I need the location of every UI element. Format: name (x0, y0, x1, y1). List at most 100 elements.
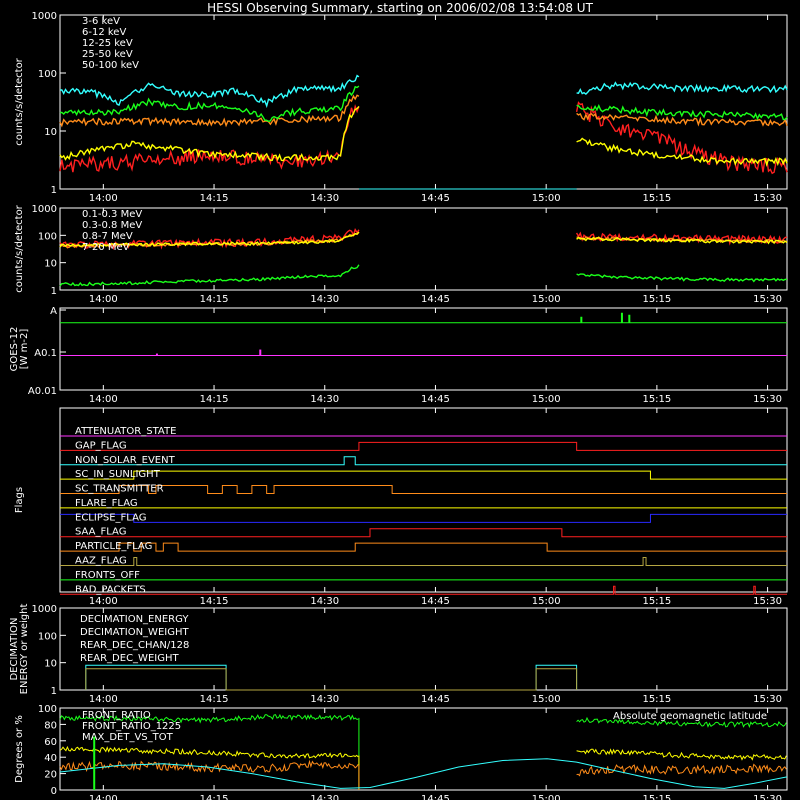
flag-label: FLARE_FLAG (75, 498, 138, 509)
lightcurve-low-series-line (59, 101, 788, 175)
lightcurve-low-frame (59, 14, 788, 190)
lightcurve-low-series-line (59, 106, 788, 168)
lightcurve-low-legend-item: 50-100 keV (82, 60, 139, 71)
ratios-legend-item: FRONT_RATIO (82, 710, 151, 721)
decimation-ytick-label: 1000 (32, 604, 57, 615)
flag-label: SAA_FLAG (75, 527, 126, 538)
lightcurve-high-xtick-label: 15:30 (753, 294, 782, 305)
decimation-ytick-label: 1 (51, 686, 57, 697)
lightcurve-high-ytick-label: 1000 (32, 204, 57, 215)
flags-panel: 14:00 14:15 14:30 14:45 15:00 15:15 15:30 Flags… (14, 407, 788, 607)
lightcurve-low-series-line (59, 74, 788, 109)
goes-xtick-label: 15:15 (642, 394, 671, 405)
flags-xtick-label: 15:15 (642, 596, 671, 607)
flag-line (60, 528, 787, 538)
lightcurve-high-xtick-label: 15:15 (642, 294, 671, 305)
lightcurve-low-legend-item: 25-50 keV (82, 49, 133, 60)
ratios-xtick-label: 14:30 (310, 794, 339, 800)
lightcurve-low-ytick-label: 1000 (32, 11, 57, 22)
decimation-legend-item: REAR_DEC_CHAN/128 (80, 640, 189, 651)
decimation-ytick-label: 100 (38, 631, 57, 642)
ratios-ytick-label: 80 (44, 720, 57, 731)
goes-panel: 14:00 14:15 14:30 14:45 15:00 15:15 15:30 A0.01… (9, 306, 788, 405)
flags-xtick-label: 14:30 (310, 596, 339, 607)
decimation-xtick-label: 15:30 (753, 694, 782, 705)
ratios-ytick-label: 0 (51, 786, 57, 797)
lightcurve-low-xtick-label: 15:00 (532, 193, 561, 204)
flag-line (60, 542, 787, 552)
lightcurve-high-xtick-label: 14:45 (421, 294, 450, 305)
lightcurve-low-legend-item: 3-6 keV (82, 16, 120, 27)
decimation-xtick-label: 14:45 (421, 694, 450, 705)
lightcurve-high-legend-item: 7-20 MeV (82, 242, 130, 253)
decimation-legend-item: REAR_DEC_WEIGHT (80, 653, 179, 664)
ratios-series-line (59, 759, 787, 790)
ratios-spike (93, 736, 96, 790)
flags-xtick-label: 14:00 (89, 596, 118, 607)
flag-label: NON_SOLAR_EVENT (75, 455, 176, 466)
lightcurve-high-frame (59, 207, 788, 291)
goes-xtick-label: 15:30 (753, 394, 782, 405)
lightcurve-low-panel: 14:00 14:15 14:30 14:45 15:00 15:15 15:30 1 10 10… (14, 11, 788, 204)
goes-xtick-label: 14:30 (310, 394, 339, 405)
ratios-ytick-label: 60 (44, 737, 57, 748)
lightcurve-low-series-line (59, 94, 788, 128)
lightcurve-high-xtick-label: 14:00 (89, 294, 118, 305)
flags-ylabel: Flags (14, 487, 25, 513)
flag-label: PARTICLE_FLAG (75, 541, 152, 552)
flags-xtick-label: 14:15 (200, 596, 229, 607)
lightcurve-high-xtick-label: 14:15 (200, 294, 229, 305)
ratios-xtick-label: 14:00 (89, 794, 118, 800)
goes-ytick-label: A0.01 (28, 386, 57, 397)
flag-line (60, 441, 787, 451)
flag-line (60, 470, 787, 480)
lightcurve-high-legend-item: 0.8-7 MeV (82, 231, 133, 242)
ratios-ytick-label: 100 (38, 704, 57, 715)
ratios-xtick-label: 15:30 (753, 794, 782, 800)
ratios-legend-item: FRONT_RATIO_1225 (82, 721, 181, 732)
lightcurve-low-ytick-label: 100 (38, 69, 57, 80)
decimation-xtick-label: 14:15 (200, 694, 229, 705)
lightcurve-low-xtick-label: 14:45 (421, 193, 450, 204)
ratios-ytick-label: 20 (44, 770, 57, 781)
goes-ylabel: GOES-12[W m-2] (9, 327, 30, 372)
flag-label: ECLIPSE_FLAG (75, 512, 146, 523)
ratios-xtick-label: 14:15 (200, 794, 229, 800)
lightcurve-low-xtick-label: 14:00 (89, 193, 118, 204)
lightcurve-low-series-line (59, 85, 788, 123)
lightcurve-low-ylabel: counts/s/detector (14, 57, 25, 145)
flag-line (60, 513, 787, 523)
page-title: HESSI Observing Summary, starting on 200… (207, 1, 593, 15)
flag-line (60, 585, 787, 595)
flags-xtick-label: 15:00 (532, 596, 561, 607)
flags-xtick-label: 15:30 (753, 596, 782, 607)
goes-ytick-label: A (50, 306, 57, 317)
lightcurve-low-ytick-label: 1 (51, 185, 57, 196)
decimation-xtick-label: 14:30 (310, 694, 339, 705)
lightcurve-high-ytick-label: 10 (44, 259, 57, 270)
ratios-panel: 14:00 14:15 14:30 14:45 15:00 15:15 15:30 0 20 40… (14, 704, 788, 800)
flag-label: BAD_PACKETS (75, 584, 146, 595)
decimation-series-line (85, 668, 578, 691)
lightcurve-high-ytick-label: 1 (51, 286, 57, 297)
lightcurve-high-ylabel: counts/s/detector (14, 204, 25, 292)
decimation-xtick-label: 14:00 (89, 694, 118, 705)
goes-spike (620, 312, 623, 323)
flag-line (60, 485, 787, 495)
goes-ytick-label: A0.1 (34, 348, 57, 359)
decimation-ylabel: DECIMATIONENERGY or weight (9, 604, 30, 695)
ratios-series-line (59, 758, 788, 789)
lightcurve-low-xtick-label: 15:15 (642, 193, 671, 204)
ratios-ytick-label: 40 (44, 753, 57, 764)
lightcurve-low-legend-item: 12-25 keV (82, 38, 133, 49)
decimation-legend-item: DECIMATION_ENERGY (80, 614, 189, 625)
decimation-legend-item: DECIMATION_WEIGHT (80, 627, 189, 638)
goes-spike (155, 353, 158, 356)
flag-label: AAZ_FLAG (75, 555, 127, 566)
ratios-ylabel: Degrees or % (14, 715, 25, 783)
ratios-frame (59, 707, 788, 791)
flag-label: SC_IN_SUNLIGHT (75, 469, 161, 480)
lightcurve-high-xtick-label: 14:30 (310, 294, 339, 305)
